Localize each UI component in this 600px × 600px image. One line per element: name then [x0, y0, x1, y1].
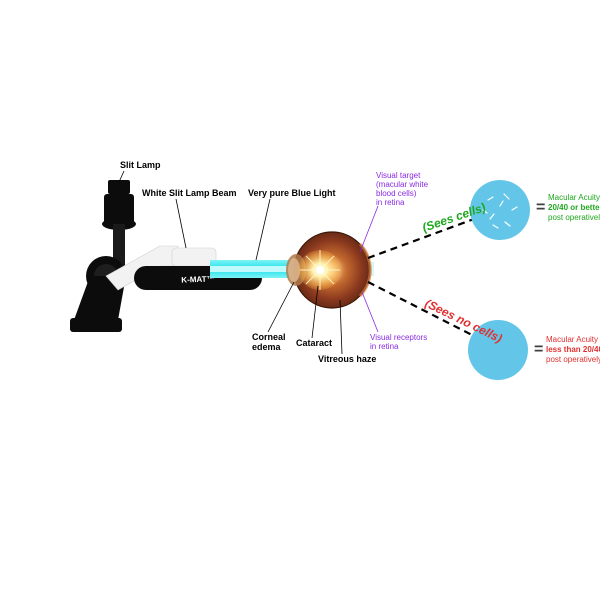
label-visual-target-3: blood cells) [376, 189, 417, 198]
label-vitreous-haze: Vitreous haze [318, 354, 376, 364]
label-corneal-edema-2: edema [252, 342, 282, 352]
result-bad-3: post operatively [546, 355, 600, 364]
label-slit-lamp: Slit Lamp [120, 160, 161, 170]
label-visual-target-2: (macular white [376, 180, 429, 189]
result-good-2: 20/40 or better [548, 203, 600, 212]
result-bad-2: less than 20/40 [546, 345, 600, 354]
label-cataract: Cataract [296, 338, 332, 348]
equals-sign-top: = [536, 199, 545, 216]
label-blue-light: Very pure Blue Light [248, 188, 336, 198]
label-visual-receptors-2: in retina [370, 342, 399, 351]
path-sees-no-cells [368, 282, 474, 336]
label-visual-target-4: in retina [376, 198, 405, 207]
kmat-diagram: K-MAT™ [0, 0, 600, 600]
label-visual-receptors-1: Visual receptors [370, 333, 427, 342]
label-corneal-edema-1: Corneal [252, 332, 286, 342]
slit-lamp-device: K-MAT™ [70, 180, 302, 332]
equals-sign-bottom: = [534, 341, 543, 358]
label-white-beam: White Slit Lamp Beam [142, 188, 237, 198]
kmat-brand-label: K-MAT™ [181, 274, 214, 284]
result-good-3: post operatively [548, 213, 600, 222]
eye-cross-section [286, 232, 370, 308]
result-bad-1: Macular Acuity of [546, 335, 600, 344]
label-visual-target-1: Visual target [376, 171, 421, 180]
result-good-1: Macular Acuity of [548, 193, 600, 202]
